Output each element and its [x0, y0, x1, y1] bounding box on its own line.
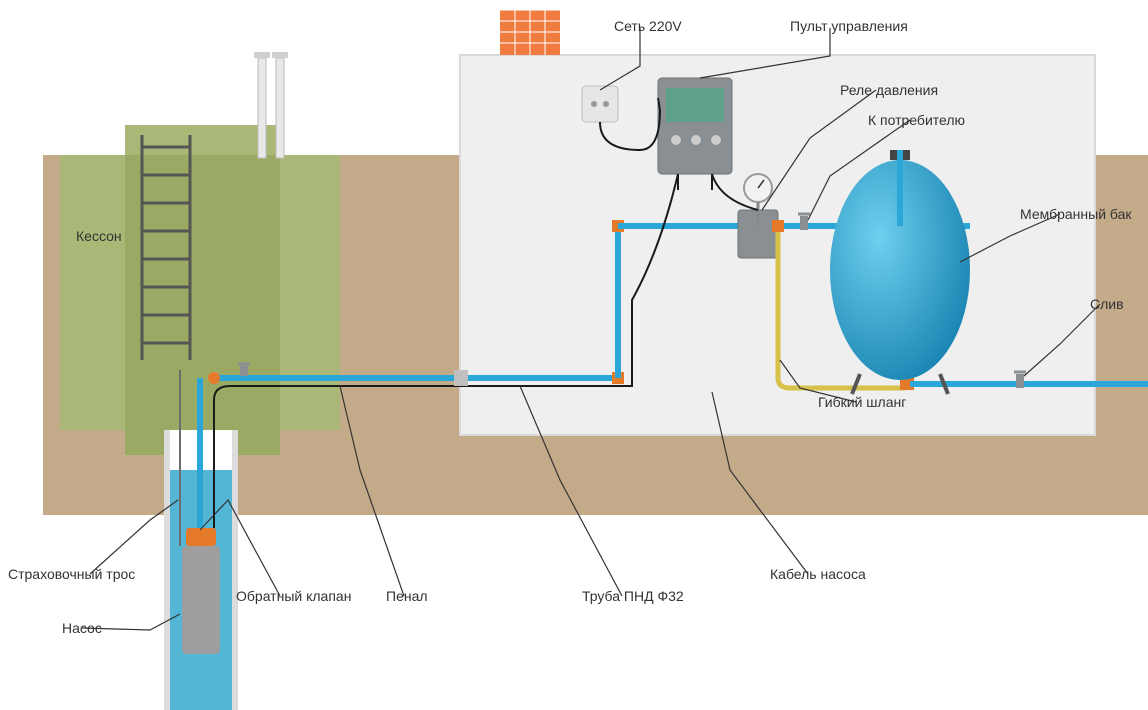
label-rope: Страховочный трос	[8, 566, 135, 582]
label-tank: Мембранный бак	[1020, 206, 1132, 222]
label-net: Сеть 220V	[614, 18, 682, 34]
label-drain: Слив	[1090, 296, 1124, 312]
label-checkvalve: Обратный клапан	[236, 588, 351, 604]
label-caisson: Кессон	[76, 228, 122, 244]
label-relay: Реле давления	[840, 82, 938, 98]
label-penal: Пенал	[386, 588, 428, 604]
label-pump: Насос	[62, 620, 102, 636]
label-pipe32: Труба ПНД Ф32	[582, 588, 684, 604]
label-pumpcable: Кабель насоса	[770, 566, 866, 582]
label-consumer: К потребителю	[868, 112, 965, 128]
label-panel: Пульт управления	[790, 18, 908, 34]
label-hose: Гибкий шланг	[818, 394, 906, 410]
